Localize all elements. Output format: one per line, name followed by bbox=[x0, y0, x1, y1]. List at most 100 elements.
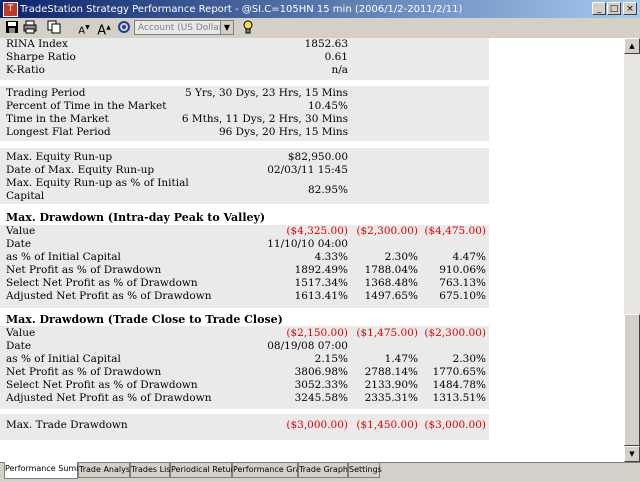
row-label: Date of Max. Equity Run-up bbox=[6, 164, 155, 176]
row-value-all: 2.15% bbox=[314, 353, 348, 365]
row-value: 96 Dys, 20 Hrs, 15 Mins bbox=[218, 126, 348, 138]
report-row: as % of Initial Capital 2.15% 1.47% 2.30… bbox=[0, 353, 624, 366]
report-row: Capital bbox=[0, 190, 624, 203]
row-value-all: 4.33% bbox=[314, 251, 348, 263]
save-icon[interactable] bbox=[4, 20, 20, 36]
font-increase-icon[interactable]: A▲ bbox=[97, 23, 111, 39]
scroll-up-button[interactable]: ▲ bbox=[624, 38, 640, 54]
row-value-short: 1313.51% bbox=[432, 392, 486, 404]
row-label: as % of Initial Capital bbox=[6, 251, 121, 263]
row-value: 10.45% bbox=[307, 100, 348, 112]
row-label: Date bbox=[6, 238, 32, 250]
row-value: 82.95% bbox=[307, 184, 348, 196]
scroll-down-button[interactable]: ▼ bbox=[624, 446, 640, 462]
row-value-all: 1892.49% bbox=[294, 264, 348, 276]
stripe-block bbox=[0, 414, 489, 440]
row-label: Value bbox=[6, 327, 36, 339]
row-value-long: 2133.90% bbox=[364, 379, 418, 391]
row-value: 02/03/11 15:45 bbox=[267, 164, 348, 176]
report-content: RINA Index 1852.63 Sharpe Ratio 0.61 K-R… bbox=[0, 38, 624, 462]
report-row: Date 11/10/10 04:00 bbox=[0, 238, 624, 251]
vertical-scrollbar[interactable]: ▲ ▼ bbox=[624, 38, 640, 462]
report-row: RINA Index 1852.63 bbox=[0, 38, 624, 51]
row-value-all: 1517.34% bbox=[294, 277, 348, 289]
tab-periodical-returns[interactable]: Periodical Returns bbox=[170, 463, 243, 478]
section-title: Max. Drawdown (Intra-day Peak to Valley) bbox=[6, 211, 266, 224]
stripe-block bbox=[0, 86, 489, 141]
row-value-short: ($3,000.00) bbox=[424, 419, 486, 431]
report-row: Date 08/19/08 07:00 bbox=[0, 340, 624, 353]
row-value-short: 2.30% bbox=[452, 353, 486, 365]
tradestation-app-icon: T bbox=[3, 2, 18, 17]
row-label: Max. Equity Run-up as % of Initial bbox=[6, 177, 189, 189]
row-label: Adjusted Net Profit as % of Drawdown bbox=[6, 392, 212, 404]
report-row: Max. Equity Run-up as % of Initial bbox=[0, 177, 624, 190]
tab-performance-graphs[interactable]: Performance Graphs bbox=[232, 463, 315, 478]
tab-trades-list[interactable]: Trades List bbox=[130, 463, 174, 478]
window-title: TradeStation Strategy Performance Report… bbox=[20, 4, 463, 15]
row-value-all: 3052.33% bbox=[294, 379, 348, 391]
report-row: Select Net Profit as % of Drawdown 1517.… bbox=[0, 277, 624, 290]
report-row: K-Ratio n/a bbox=[0, 64, 624, 77]
tab-performance-summary[interactable]: Performance Summary bbox=[4, 462, 97, 479]
tab-settings[interactable]: Settings bbox=[348, 463, 382, 478]
print-icon[interactable] bbox=[22, 20, 38, 36]
tab-trade-analysis[interactable]: Trade Analysis bbox=[78, 463, 136, 478]
report-row: Longest Flat Period 96 Dys, 20 Hrs, 15 M… bbox=[0, 126, 624, 139]
row-label: K-Ratio bbox=[6, 64, 45, 76]
row-label: Select Net Profit as % of Drawdown bbox=[6, 277, 198, 289]
row-label: Trading Period bbox=[6, 87, 86, 99]
row-value-short: 675.10% bbox=[439, 290, 486, 302]
row-label: Longest Flat Period bbox=[6, 126, 111, 138]
row-value-long: ($2,300.00) bbox=[356, 225, 418, 237]
settings-icon[interactable] bbox=[116, 20, 132, 36]
row-value-all: 3245.58% bbox=[294, 392, 348, 404]
row-label: Adjusted Net Profit as % of Drawdown bbox=[6, 290, 212, 302]
report-row: Max. Equity Run-up $82,950.00 bbox=[0, 151, 624, 164]
row-label: Value bbox=[6, 225, 36, 237]
row-label: Net Profit as % of Drawdown bbox=[6, 264, 162, 276]
copy-icon[interactable] bbox=[46, 20, 62, 36]
font-small-label: A bbox=[78, 25, 86, 37]
row-value: 5 Yrs, 30 Dys, 23 Hrs, 15 Mins bbox=[184, 87, 348, 99]
report-row: Percent of Time in the Market 10.45% bbox=[0, 100, 624, 113]
tab-bar: Performance Summary Trade Analysis Trade… bbox=[0, 462, 640, 481]
row-value-long: ($1,450.00) bbox=[356, 419, 418, 431]
section-header: Max. Drawdown (Intra-day Peak to Valley) bbox=[0, 211, 624, 224]
row-value-short: ($2,300.00) bbox=[424, 327, 486, 339]
row-value-long: ($1,475.00) bbox=[356, 327, 418, 339]
font-decrease-icon[interactable]: A▼ bbox=[78, 24, 90, 37]
scroll-thumb[interactable] bbox=[624, 314, 640, 446]
close-button[interactable]: × bbox=[623, 2, 637, 15]
stripe-block bbox=[0, 148, 489, 204]
row-value: 0.61 bbox=[324, 51, 348, 63]
report-row: Select Net Profit as % of Drawdown 3052.… bbox=[0, 379, 624, 392]
title-bar: T TradeStation Strategy Performance Repo… bbox=[0, 0, 640, 18]
row-value-all: 3806.98% bbox=[294, 366, 348, 378]
stripe-block bbox=[0, 326, 489, 409]
row-value-long: 2788.14% bbox=[364, 366, 418, 378]
report-row: Net Profit as % of Drawdown 1892.49% 178… bbox=[0, 264, 624, 277]
report-row: Time in the Market 6 Mths, 11 Dys, 2 Hrs… bbox=[0, 113, 624, 126]
row-value-all: 11/10/10 04:00 bbox=[267, 238, 348, 250]
stripe-block bbox=[0, 225, 489, 308]
row-value-all: ($3,000.00) bbox=[286, 419, 348, 431]
account-select[interactable]: Account (US Dollar) ▼ bbox=[134, 20, 234, 35]
report-row: Adjusted Net Profit as % of Drawdown 161… bbox=[0, 290, 624, 303]
report-row: as % of Initial Capital 4.33% 2.30% 4.47… bbox=[0, 251, 624, 264]
row-label: as % of Initial Capital bbox=[6, 353, 121, 365]
row-value-long: 1.47% bbox=[384, 353, 418, 365]
row-label: Percent of Time in the Market bbox=[6, 100, 167, 112]
row-label: Max. Trade Drawdown bbox=[6, 419, 128, 431]
row-value-long: 1497.65% bbox=[364, 290, 418, 302]
lightbulb-icon[interactable] bbox=[240, 20, 256, 36]
tab-trade-graphs[interactable]: Trade Graphs bbox=[298, 463, 352, 478]
report-row: Sharpe Ratio 0.61 bbox=[0, 51, 624, 64]
row-value-short: 4.47% bbox=[452, 251, 486, 263]
maximize-button[interactable]: □ bbox=[607, 2, 621, 15]
chevron-down-icon[interactable]: ▼ bbox=[220, 21, 233, 34]
row-value-long: 2.30% bbox=[384, 251, 418, 263]
minimize-button[interactable]: _ bbox=[592, 2, 606, 15]
row-value-long: 2335.31% bbox=[364, 392, 418, 404]
report-row: Value ($4,325.00) ($2,300.00) ($4,475.00… bbox=[0, 225, 624, 238]
